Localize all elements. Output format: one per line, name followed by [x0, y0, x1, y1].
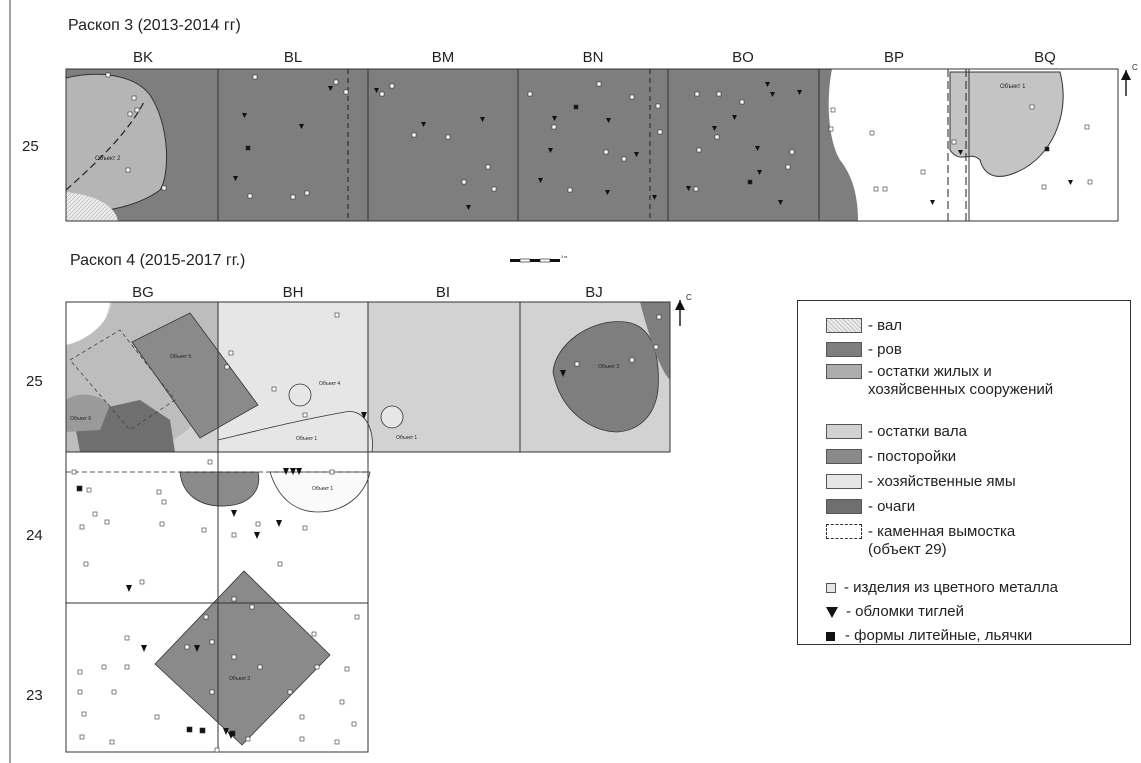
- structures-swatch-icon: [826, 364, 862, 379]
- legend-label: - обломки тиглей: [846, 603, 964, 620]
- mold-square-icon: [826, 632, 835, 641]
- row-label: 24: [26, 527, 43, 544]
- object-rov-bj: [552, 321, 659, 433]
- ochagi-swatch-icon: [826, 499, 862, 514]
- column-label: BG: [132, 284, 154, 301]
- legend-label: - остатки жилых и хозяйсвенных сооружени…: [868, 363, 1054, 398]
- finds-raskop-4: [71, 312, 662, 753]
- vymostka-swatch-icon: [826, 524, 862, 539]
- finds-raskop-3: [105, 72, 1093, 200]
- legend-box: - вал - ров - остатки жилых и хозяйсвенн…: [797, 300, 1131, 645]
- raskop-4-grid: [65, 301, 671, 753]
- object-1-bq: [949, 71, 1064, 177]
- legend-item-structures: - остатки жилых и хозяйсвенных сооружени…: [826, 363, 1053, 399]
- legend-item-ochagi: - очаги: [826, 498, 915, 516]
- column-label: BQ: [1034, 49, 1056, 66]
- rov-strip-bp: [819, 69, 858, 221]
- legend-item-vymostka: - каменная вымостка (объект 29): [826, 523, 1015, 559]
- val-swatch-icon: [826, 318, 862, 333]
- legend-label: - остатки вала: [868, 423, 967, 440]
- legend-label: - вал: [868, 317, 903, 334]
- metal-square-icon: [826, 583, 836, 593]
- object-large-square: [154, 570, 331, 746]
- object-5-bg: [131, 312, 259, 439]
- pit-object-1-bh: [217, 411, 373, 453]
- row-label: 25: [26, 373, 43, 390]
- scale-label: 1 м: [561, 254, 567, 259]
- legend-item-mold: - формы литейные, льячки: [826, 627, 1032, 645]
- legend-label: - каменная вымостка (объект 29): [868, 523, 1016, 558]
- scale-bar-icon: 1 м: [510, 254, 567, 263]
- raskop-4-rows: 25 24 23: [26, 373, 43, 704]
- column-label: BP: [884, 49, 904, 66]
- section-4-title: Раскоп 4 (2015-2017 гг.): [70, 252, 245, 269]
- tiny-captions: Объект 5 Объект 4 Объект 1 Объект 1 Объе…: [70, 354, 619, 682]
- legend-item-rov: - ров: [826, 341, 902, 359]
- svg-text:Объект 1: Объект 1: [296, 436, 317, 442]
- legend-item-ostatki-vala: - остатки вала: [826, 423, 967, 441]
- white-corner-bg: [66, 302, 110, 350]
- svg-text:Объект 5: Объект 5: [170, 354, 191, 360]
- svg-text:Объект 3: Объект 3: [229, 676, 250, 682]
- object-2-bk: [65, 73, 167, 216]
- north-arrow-icon: С: [675, 293, 692, 326]
- svg-text:Объект 3: Объект 3: [598, 364, 619, 370]
- column-label: BK: [133, 49, 153, 66]
- val-hatch-bk: [66, 192, 118, 221]
- row-label: 25: [22, 138, 39, 155]
- north-label: С: [1132, 63, 1138, 72]
- svg-text:Объект 4: Объект 4: [319, 381, 340, 387]
- crucibles-raskop-3: [233, 82, 1073, 210]
- column-label: BL: [284, 49, 302, 66]
- rov-swatch-icon: [826, 342, 862, 357]
- legend-item-val: - вал: [826, 317, 902, 335]
- legend-item-postroyki: - посторойки: [826, 448, 956, 466]
- raskop-3-column-labels: BK BL BM BN BO BP BQ: [133, 49, 1056, 66]
- legend-label: - хозяйственные ямы: [868, 473, 1016, 490]
- object-edge-bg: [66, 394, 110, 432]
- column-label: BH: [283, 284, 304, 301]
- north-arrow-icon: С: [1121, 63, 1138, 96]
- legend-item-metal: - изделия из цветного металла: [826, 579, 1058, 597]
- ostatki-vala-swatch-icon: [826, 424, 862, 439]
- column-label: BM: [432, 49, 455, 66]
- legend-label: - изделия из цветного металла: [844, 579, 1058, 596]
- postroyki-swatch-icon: [826, 449, 862, 464]
- crucible-triangle-icon: [826, 607, 838, 618]
- legend-label: - очаги: [868, 498, 916, 515]
- pit-object-1-row24: [269, 471, 371, 513]
- dashed-line-bk: [65, 99, 146, 191]
- svg-text:Объект 1: Объект 1: [312, 486, 333, 492]
- rov-area-raskop3: [66, 69, 819, 221]
- legend-label: - посторойки: [868, 448, 957, 465]
- column-label: BI: [436, 284, 450, 301]
- object-label-obj2: Объект 2: [95, 156, 121, 162]
- svg-text:Объект 1: Объект 1: [396, 435, 417, 441]
- object-12-bh: [179, 471, 260, 507]
- column-label: BN: [583, 49, 604, 66]
- pit-circle-bh: [288, 383, 312, 407]
- legend-label: - формы литейные, льячки: [845, 627, 1033, 644]
- legend-item-crucible: - обломки тиглей: [826, 603, 964, 621]
- legend-item-yamy: - хозяйственные ямы: [826, 473, 1016, 491]
- legend-label: - ров: [868, 341, 902, 358]
- crucibles-raskop-4: [126, 370, 566, 739]
- svg-text:Объект 6: Объект 6: [70, 416, 91, 422]
- yamy-swatch-icon: [826, 474, 862, 489]
- column-label: BO: [732, 49, 754, 66]
- section-3-title: Раскоп 3 (2013-2014 гг): [68, 17, 241, 34]
- raskop-3-grid: [65, 68, 1119, 222]
- rov-corner-bj: [640, 302, 670, 380]
- pit-circle-bi: [380, 405, 404, 429]
- raskop-4-columns: BG BH BI BJ: [132, 284, 603, 301]
- north-label: С: [686, 293, 692, 302]
- dashed-outline-bg: [69, 329, 176, 431]
- object-label-obj1: Объект 1: [1000, 84, 1026, 90]
- row-label: 23: [26, 687, 43, 704]
- column-label: BJ: [585, 284, 603, 301]
